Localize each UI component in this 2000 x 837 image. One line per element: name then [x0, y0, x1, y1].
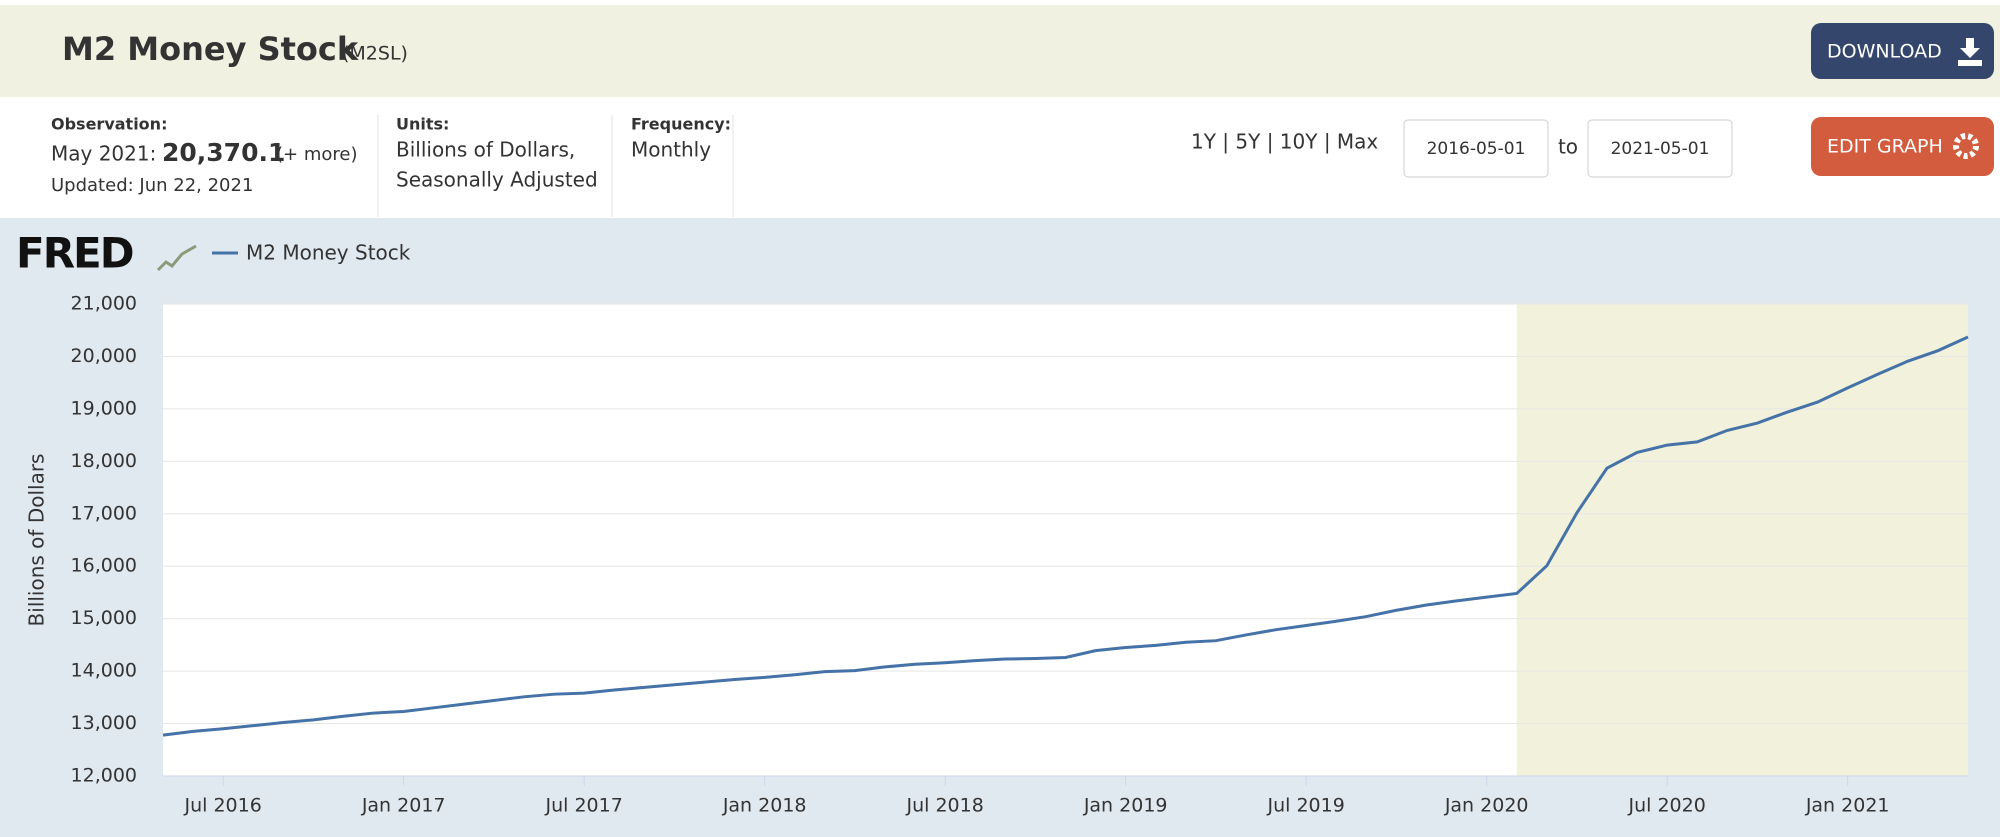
start-date: 2016-05-01 — [1427, 139, 1526, 159]
y-tick-label: 14,000 — [71, 660, 137, 682]
start-date-input[interactable]: 2016-05-01 — [1403, 119, 1549, 178]
series-id: (M2SL) — [342, 43, 408, 65]
x-tick-label: Jan 2017 — [361, 795, 446, 817]
observation-more[interactable]: (+ more) — [276, 144, 357, 165]
y-axis-title: Billions of Dollars — [25, 454, 49, 627]
y-tick-label: 16,000 — [71, 555, 137, 577]
header-band — [0, 5, 2000, 97]
x-tick-label: Jul 2018 — [906, 795, 984, 817]
y-tick-label: 17,000 — [71, 502, 137, 524]
edit-label: EDIT GRAPH — [1827, 136, 1943, 158]
observation-date: May 2021: — [51, 142, 156, 166]
end-date-input[interactable]: 2021-05-01 — [1587, 119, 1733, 178]
x-tick-label: Jul 2016 — [184, 795, 262, 817]
download-button[interactable]: DOWNLOAD — [1811, 23, 1994, 79]
end-date: 2021-05-01 — [1611, 139, 1710, 159]
input-box — [1587, 119, 1733, 178]
x-tick-label: Jan 2018 — [722, 795, 807, 817]
observation-value: 20,370.1 — [162, 138, 285, 167]
to-label: to — [1558, 135, 1578, 159]
observation-label: Observation: — [51, 115, 167, 134]
units-line: Seasonally Adjusted — [396, 168, 598, 192]
x-tick-label: Jul 2020 — [1628, 795, 1706, 817]
frequency: Monthly — [631, 138, 711, 162]
fred-logo: FRED — [16, 229, 133, 278]
x-tick-label: Jan 2019 — [1083, 795, 1168, 817]
edit-graph-button[interactable]: EDIT GRAPH — [1811, 117, 1994, 176]
edit-bg — [1811, 117, 1994, 176]
download-icon — [1958, 38, 1982, 66]
download-label: DOWNLOAD — [1827, 41, 1942, 63]
units-label: Units: — [396, 115, 449, 134]
data-line — [162, 335, 1969, 737]
recession-shading — [1516, 304, 1968, 776]
range-links[interactable]: 1Y | 5Y | 10Y | Max — [1191, 130, 1378, 154]
units-line: Billions of Dollars, — [396, 138, 575, 162]
y-tick-label: 15,000 — [71, 607, 137, 629]
frequency-label: Frequency: — [631, 115, 731, 134]
x-tick-label: Jul 2017 — [545, 795, 623, 817]
logo-icon — [156, 244, 197, 272]
y-tick-label: 21,000 — [71, 293, 137, 315]
input-box — [1403, 119, 1549, 178]
gear-icon — [1953, 133, 1979, 159]
page-title: M2 Money Stock — [62, 30, 359, 68]
y-tick-label: 18,000 — [71, 450, 137, 472]
legend-label: M2 Money Stock — [246, 241, 411, 265]
x-tick-label: Jul 2019 — [1267, 795, 1345, 817]
y-tick-label: 20,000 — [71, 345, 137, 367]
download-bg — [1811, 23, 1994, 79]
y-tick-label: 12,000 — [71, 765, 137, 787]
x-tick-label: Jan 2020 — [1444, 795, 1529, 817]
updated: Updated: Jun 22, 2021 — [51, 175, 253, 196]
y-tick-label: 13,000 — [71, 712, 137, 734]
y-tick-label: 19,000 — [71, 397, 137, 419]
x-tick-label: Jan 2021 — [1805, 795, 1890, 817]
